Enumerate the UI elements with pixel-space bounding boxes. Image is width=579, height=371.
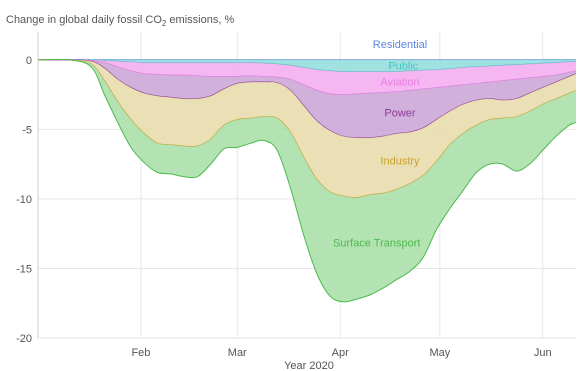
y-tick-label: -20 — [16, 333, 32, 345]
area-power — [38, 59, 576, 138]
x-tick-label: Feb — [131, 347, 150, 359]
axes: 0 -5 -10 -15 -20 Feb Mar Apr May Jun — [16, 32, 552, 359]
series-labels: Residential Public Aviation Power Industry Su… — [333, 39, 427, 250]
series-label-surface-transport: Surface Transport — [333, 238, 420, 250]
line-surface-transport — [37, 58, 577, 303]
chart-title-subscript: 2 — [162, 19, 167, 28]
series-label-industry: Industry — [380, 155, 420, 167]
series-label-power: Power — [384, 107, 416, 119]
y-tick-label: -15 — [16, 263, 32, 275]
chart-title-prefix: Change in global daily fossil CO — [6, 14, 162, 26]
area-aviation — [38, 59, 576, 95]
area-public — [38, 59, 576, 72]
area-industry — [38, 59, 576, 198]
x-tick-label: Apr — [332, 347, 349, 359]
y-tick-label: -5 — [22, 124, 32, 136]
y-tick-label: -10 — [16, 194, 32, 206]
area-surface-transport — [38, 59, 576, 302]
series-label-aviation: Aviation — [381, 76, 420, 88]
x-tick-label: May — [429, 347, 450, 359]
chart-title-suffix: emissions, % — [166, 14, 234, 26]
x-tick-label: Mar — [228, 347, 247, 359]
series-label-residential: Residential — [373, 39, 427, 51]
series-label-public: Public — [388, 61, 418, 73]
stacked-areas — [37, 58, 577, 303]
x-tick-label: Jun — [534, 347, 552, 359]
x-axis-label: Year 2020 — [284, 360, 334, 371]
chart-title: Change in global daily fossil CO2 emissi… — [6, 14, 234, 28]
y-tick-label: 0 — [26, 55, 32, 67]
